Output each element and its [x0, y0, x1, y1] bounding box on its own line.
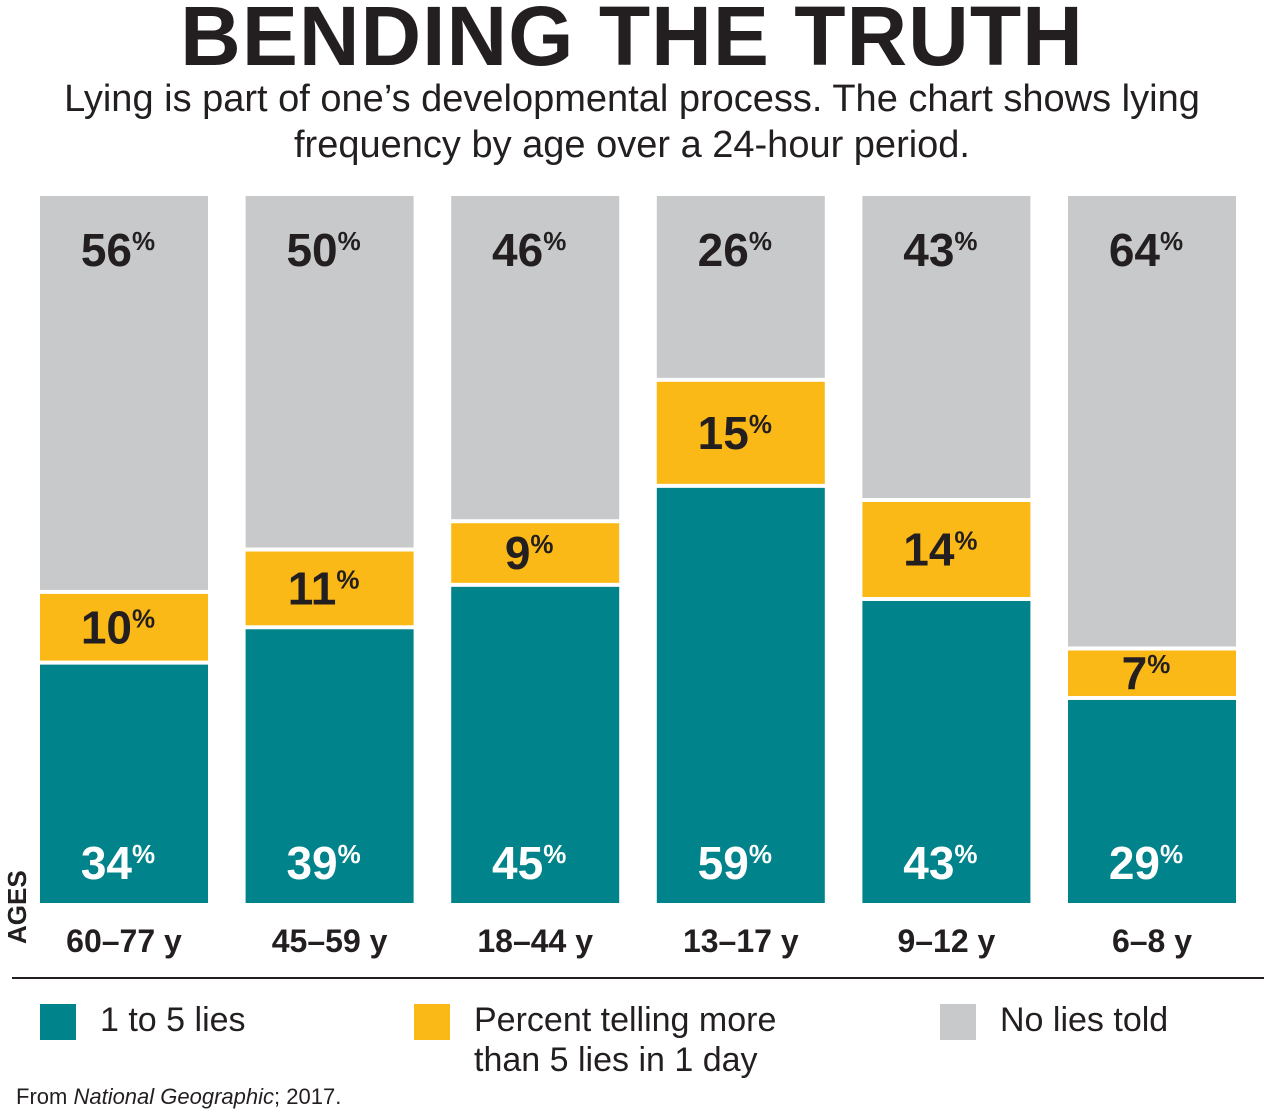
data-label-1-to-5-lies-2: 39%: [286, 837, 360, 889]
data-label-more-than-5-lies-2: 11%: [288, 562, 360, 614]
bar-no-lies-told-4: [656, 196, 825, 378]
legend-label-more-than-5-lies: Percent telling more than 5 lies in 1 da…: [474, 1001, 777, 1079]
bar-more-than-5-lies-4: [656, 381, 825, 484]
data-label-no-lies-told-4: 26%: [698, 224, 772, 276]
bar-1-to-5-lies-6: [1068, 699, 1236, 903]
x-tick-label-5: 9–12 y: [897, 923, 995, 959]
data-label-more-than-5-lies-3: 9%: [505, 527, 554, 579]
x-tick-label-2: 45–59 y: [272, 923, 388, 959]
legend-label-no-lies-told: No lies told: [1000, 1001, 1169, 1039]
data-label-no-lies-told-3: 46%: [492, 224, 566, 276]
data-label-no-lies-told-1: 56%: [81, 224, 155, 276]
data-label-no-lies-told-5: 43%: [903, 224, 977, 276]
data-label-more-than-5-lies-4: 15%: [698, 407, 772, 459]
legend-swatch-1-to-5-lies: [40, 1004, 76, 1040]
data-label-1-to-5-lies-1: 34%: [81, 837, 155, 889]
source-note: From National Geographic; 2017.: [16, 1084, 341, 1110]
legend-item-1-to-5-lies: 1 to 5 lies: [40, 1000, 440, 1040]
stacked-bar-chart: 34% 10% 56% 39% 11% 50% 45% 9% 46% 59% 15% 26% 43% 14…: [2, 196, 1264, 979]
data-label-1-to-5-lies-4: 59%: [698, 837, 772, 889]
bar-no-lies-told-3: [451, 196, 620, 520]
x-tick-labels: 60–77 y 45–59 y 18–44 y 13–17 y 9–12 y 6–8 y: [66, 923, 1192, 959]
source-publication: National Geographic: [73, 1084, 275, 1109]
legend-item-no-lies-told: No lies told: [940, 1000, 1264, 1040]
bar-no-lies-told-2: [245, 196, 414, 548]
x-tick-label-1: 60–77 y: [66, 923, 182, 959]
data-label-1-to-5-lies-5: 43%: [903, 837, 977, 889]
data-label-no-lies-told-6: 64%: [1109, 224, 1183, 276]
bars-group: 34% 10% 56% 39% 11% 50% 45% 9% 46% 59% 15% 26% 43% 14…: [40, 196, 1236, 903]
legend-swatch-more-than-5-lies: [414, 1004, 450, 1040]
data-label-1-to-5-lies-6: 29%: [1109, 837, 1183, 889]
source-prefix: From: [16, 1084, 74, 1109]
bar-1-to-5-lies-4: [656, 487, 825, 903]
source-suffix: ; 2017.: [274, 1084, 342, 1109]
bar-1-to-5-lies-2: [245, 629, 414, 903]
x-tick-label-6: 6–8 y: [1112, 923, 1192, 959]
data-label-more-than-5-lies-1: 10%: [81, 601, 155, 653]
x-axis-label: AGES: [2, 870, 32, 944]
legend-item-more-than-5-lies: Percent telling more than 5 lies in 1 da…: [414, 1000, 804, 1080]
x-tick-label-3: 18–44 y: [477, 923, 593, 959]
bar-more-than-5-lies-5: [862, 502, 1031, 597]
legend: 1 to 5 lies Percent telling more than 5 …: [0, 1000, 1264, 1100]
bar-1-to-5-lies-1: [40, 664, 208, 903]
legend-label-1-to-5-lies: 1 to 5 lies: [100, 1001, 246, 1039]
x-tick-label-4: 13–17 y: [683, 923, 799, 959]
bar-1-to-5-lies-3: [451, 586, 620, 903]
data-label-more-than-5-lies-6: 7%: [1122, 647, 1171, 699]
bar-1-to-5-lies-5: [862, 600, 1031, 903]
chart-title: BENDING THE TRUTH: [180, 0, 1084, 83]
chart-subtitle: Lying is part of one’s developmental pro…: [64, 78, 1200, 166]
bar-more-than-5-lies-1: [40, 593, 208, 661]
bar-more-than-5-lies-2: [245, 551, 414, 626]
data-label-more-than-5-lies-5: 14%: [903, 524, 977, 576]
legend-swatch-no-lies-told: [940, 1004, 976, 1040]
bar-no-lies-told-1: [40, 196, 208, 590]
bar-more-than-5-lies-6: [1068, 650, 1236, 696]
data-label-no-lies-told-2: 50%: [286, 224, 360, 276]
bar-no-lies-told-6: [1068, 196, 1236, 647]
data-label-1-to-5-lies-3: 45%: [492, 837, 566, 889]
bar-no-lies-told-5: [862, 196, 1031, 499]
bar-more-than-5-lies-3: [451, 523, 620, 583]
